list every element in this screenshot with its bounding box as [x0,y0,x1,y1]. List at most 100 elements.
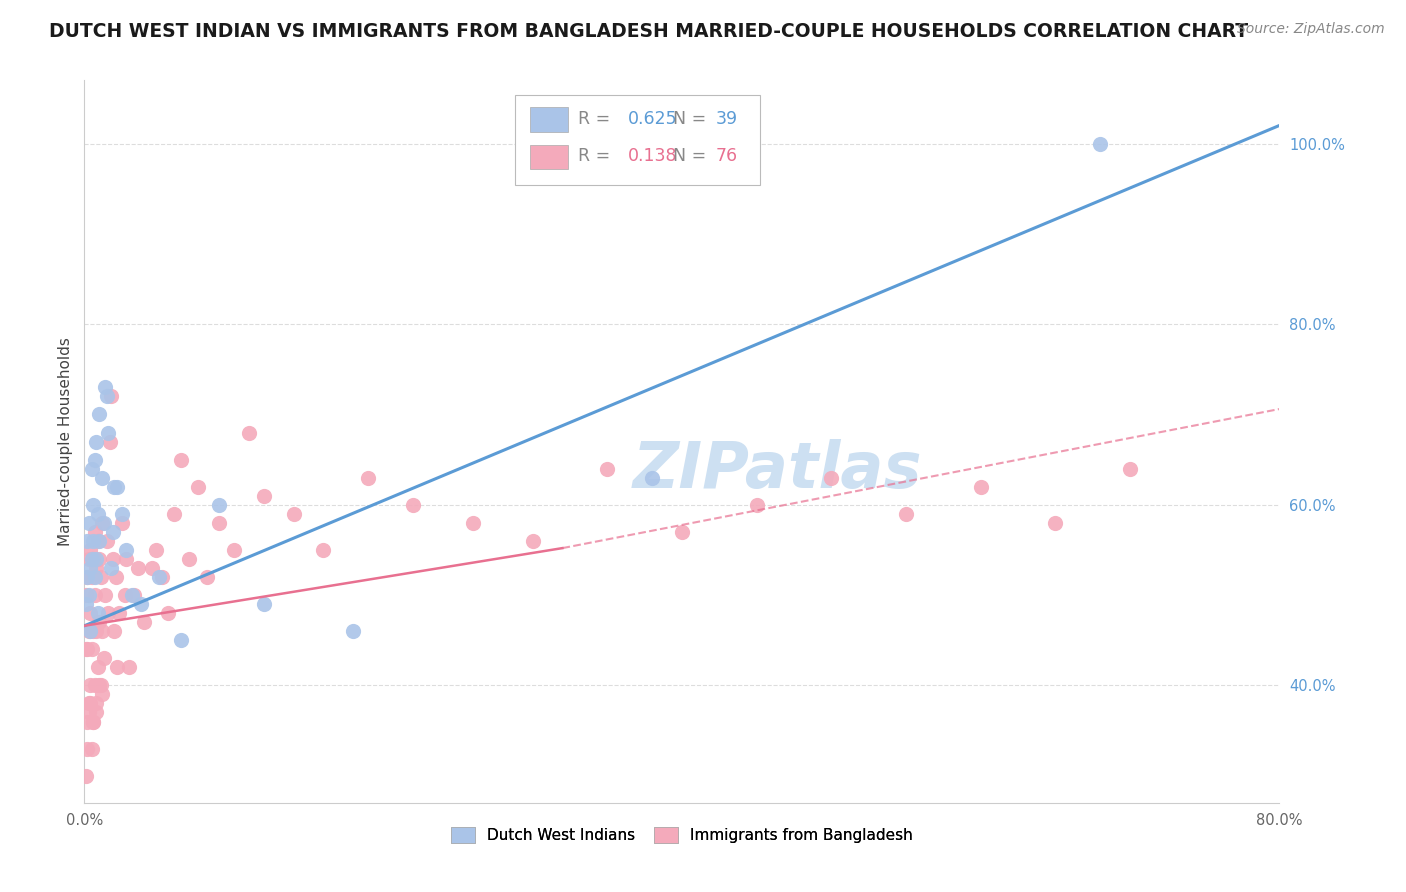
Text: R =: R = [578,147,616,165]
Point [150,570,173,584]
Point [170,633,193,648]
Point [76,642,98,657]
Point [208,516,231,530]
Point [75,588,97,602]
Point [79,697,101,711]
Point [111,507,134,521]
Point [80,570,103,584]
Point [141,561,163,575]
Point [77,624,100,639]
Point [1119,461,1142,475]
Point [283,507,305,521]
Point [89,615,111,630]
Point [222,542,245,557]
Point [80,461,103,475]
Point [79,678,101,692]
Point [75,597,97,611]
Point [253,597,276,611]
Point [122,588,145,602]
Point [100,561,122,575]
Point [115,542,138,557]
Point [253,489,276,503]
Point [77,552,100,566]
Point [118,660,141,674]
Point [80,552,103,566]
Point [86,624,108,639]
Point [87,533,110,548]
Point [129,597,152,611]
Point [82,533,104,548]
Point [157,606,180,620]
Text: DUTCH WEST INDIAN VS IMMIGRANTS FROM BANGLADESH MARRIED-COUPLE HOUSEHOLDS CORREL: DUTCH WEST INDIAN VS IMMIGRANTS FROM BAN… [49,22,1249,41]
Point [1045,516,1067,530]
Point [82,624,104,639]
Point [89,533,111,548]
Point [83,570,105,584]
Point [104,570,127,584]
Point [101,524,124,539]
Text: N =: N = [662,147,711,165]
Point [83,452,105,467]
Point [77,697,100,711]
Point [87,507,110,521]
Point [82,552,104,566]
Point [79,561,101,575]
Point [105,480,128,494]
Point [94,380,117,394]
Point [111,516,134,530]
Point [522,533,544,548]
Point [77,516,100,530]
Point [76,714,98,729]
Point [97,606,120,620]
FancyBboxPatch shape [530,107,568,132]
Point [107,606,129,620]
Point [103,480,125,494]
Point [86,434,108,449]
Text: Source: ZipAtlas.com: Source: ZipAtlas.com [1237,22,1385,37]
Point [89,678,111,692]
Point [96,389,118,403]
Point [83,524,105,539]
Point [83,678,105,692]
Point [100,389,122,403]
Point [82,714,104,729]
Point [1090,136,1112,151]
Point [79,606,101,620]
Point [93,651,115,665]
Point [76,741,98,756]
Point [89,552,111,566]
Point [93,516,115,530]
FancyBboxPatch shape [530,145,568,169]
Point [77,706,100,720]
Point [90,570,112,584]
Point [91,624,114,639]
Point [82,714,104,729]
Point [596,461,619,475]
Text: 39: 39 [716,110,738,128]
Point [148,570,170,584]
Point [98,434,121,449]
Point [970,480,993,494]
Point [79,624,101,639]
Point [76,533,98,548]
Point [86,561,108,575]
Point [238,425,260,440]
Point [641,471,664,485]
Point [312,542,335,557]
Point [91,687,114,701]
Point [86,706,108,720]
Point [79,542,101,557]
Point [101,552,124,566]
Point [208,498,231,512]
Point [103,624,125,639]
Point [82,498,104,512]
Point [745,498,768,512]
Point [114,588,136,602]
Point [121,588,143,602]
Point [86,552,108,566]
Point [83,588,105,602]
Y-axis label: Married-couple Households: Married-couple Households [58,337,73,546]
Point [145,542,167,557]
Point [80,642,103,657]
Point [94,588,117,602]
